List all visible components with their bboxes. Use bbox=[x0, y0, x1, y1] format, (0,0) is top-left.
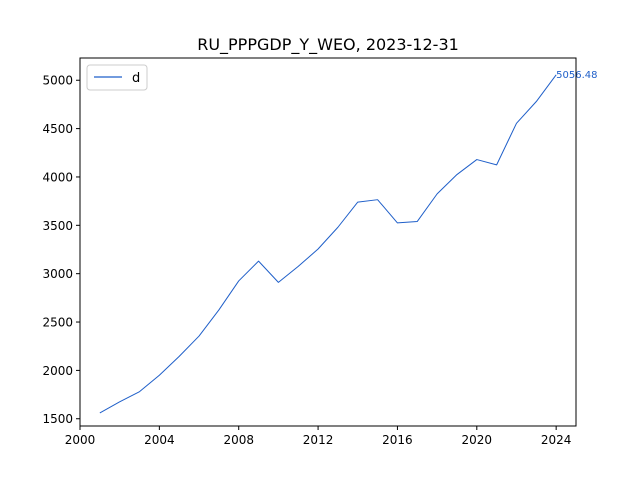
y-tick-label: 2500 bbox=[42, 316, 73, 330]
y-tick-label: 5000 bbox=[42, 74, 73, 88]
y-tick-label: 2000 bbox=[42, 364, 73, 378]
x-tick-label: 2016 bbox=[382, 433, 413, 447]
x-tick-label: 2012 bbox=[303, 433, 334, 447]
x-tick-label: 2024 bbox=[541, 433, 572, 447]
x-axis: 2000 2004 2008 2012 2016 2020 2024 bbox=[65, 426, 572, 447]
y-tick-label: 3500 bbox=[42, 219, 73, 233]
y-tick-label: 4000 bbox=[42, 170, 73, 184]
chart-title: RU_PPPGDP_Y_WEO, 2023-12-31 bbox=[197, 35, 459, 55]
y-tick-label: 3000 bbox=[42, 267, 73, 281]
legend-label-d: d bbox=[132, 71, 140, 86]
x-tick-label: 2004 bbox=[144, 433, 175, 447]
y-tick-label: 4500 bbox=[42, 122, 73, 136]
plot-area: 5056.48 bbox=[99, 70, 598, 414]
plot-frame bbox=[79, 57, 577, 427]
last-value-annotation: 5056.48 bbox=[556, 70, 597, 81]
x-tick-label: 2020 bbox=[462, 433, 493, 447]
series-line-d bbox=[99, 74, 557, 414]
x-tick-label: 2008 bbox=[223, 433, 254, 447]
y-tick-label: 1500 bbox=[42, 412, 73, 426]
y-axis: 1500 2000 2500 3000 3500 4000 4500 5000 bbox=[42, 74, 80, 426]
x-tick-label: 2000 bbox=[65, 433, 96, 447]
legend: d bbox=[86, 64, 148, 91]
